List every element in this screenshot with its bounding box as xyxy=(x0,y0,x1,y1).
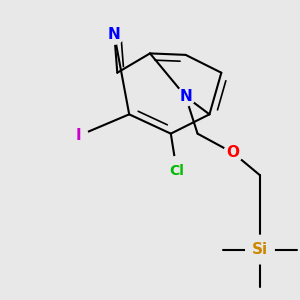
Text: Si: Si xyxy=(252,242,268,257)
Circle shape xyxy=(224,143,243,163)
Circle shape xyxy=(246,235,274,264)
Circle shape xyxy=(105,25,124,44)
Circle shape xyxy=(163,157,191,185)
Circle shape xyxy=(69,126,88,145)
Circle shape xyxy=(176,87,195,106)
Text: O: O xyxy=(227,146,240,160)
Text: Cl: Cl xyxy=(169,164,184,178)
Text: I: I xyxy=(76,128,82,143)
Text: N: N xyxy=(108,27,121,42)
Text: N: N xyxy=(179,89,192,104)
